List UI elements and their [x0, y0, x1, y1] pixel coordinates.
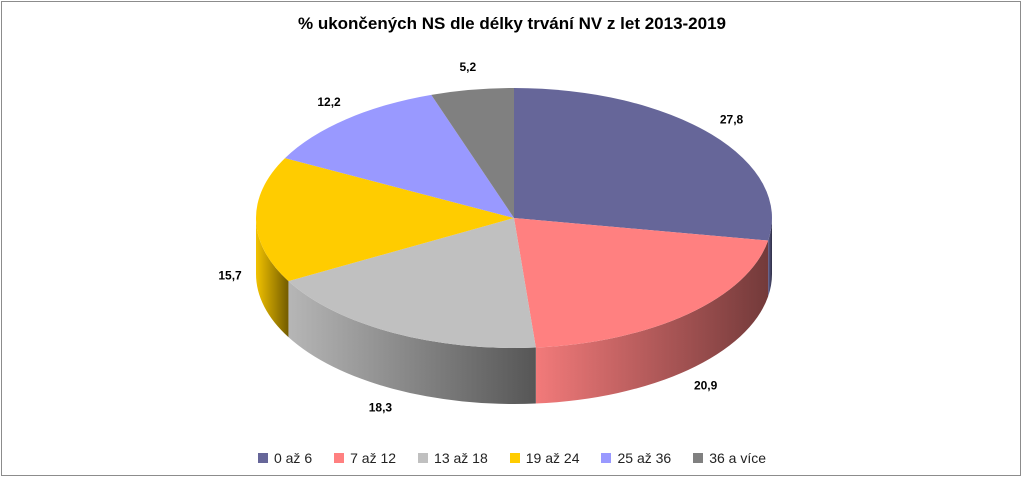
legend-swatch [257, 453, 268, 463]
chart-title: % ukončených NS dle délky trvání NV z le… [297, 14, 726, 33]
data-label-4: 15,7 [218, 268, 242, 282]
pie-side-3 [288, 281, 536, 404]
data-label-2: 20,9 [694, 378, 718, 392]
legend-swatch [334, 453, 345, 463]
legend-swatch [693, 453, 704, 463]
legend-label: 25 až 36 [617, 450, 672, 466]
legend-label: 7 až 12 [350, 450, 397, 466]
legend-item-6: 36 a více [693, 450, 766, 466]
legend-label: 36 a více [709, 450, 767, 466]
pie-side-4 [256, 218, 289, 338]
chart-legend: 0 až 6 7 až 12 13 až 18 19 až 24 25 až 36 36 … [2, 450, 1022, 466]
legend-label: 13 až 18 [434, 450, 488, 466]
data-label-5: 12,2 [317, 95, 341, 109]
legend-label: 0 až 6 [273, 450, 313, 466]
pie-slice-5 [284, 94, 514, 218]
data-label-1: 27,8 [720, 112, 744, 126]
data-labels: 27,8 20,9 18,3 15,7 12,2 5,2 [218, 60, 743, 414]
pie-slice-2 [514, 218, 769, 348]
legend-item-5: 25 až 36 [601, 450, 671, 466]
legend-swatch [509, 453, 520, 463]
legend-swatch [601, 453, 612, 463]
legend-item-2: 7 až 12 [334, 450, 396, 466]
pie-slice-1 [514, 88, 772, 241]
legend-label: 19 až 24 [525, 450, 580, 466]
pie-side-walls [256, 218, 772, 404]
pie-slice-4 [256, 158, 514, 282]
legend-swatch [418, 453, 429, 463]
legend-item-1: 0 až 6 [257, 450, 313, 466]
pie-slice-6 [431, 88, 514, 218]
pie-side-2 [535, 240, 769, 404]
data-label-3: 18,3 [369, 400, 393, 414]
pie-slice-3 [288, 218, 536, 348]
pie-slices [256, 88, 772, 348]
pie-side-1 [768, 218, 772, 297]
data-label-6: 5,2 [460, 60, 477, 74]
legend-item-4: 19 až 24 [509, 450, 580, 466]
legend-item-3: 13 až 18 [418, 450, 488, 466]
